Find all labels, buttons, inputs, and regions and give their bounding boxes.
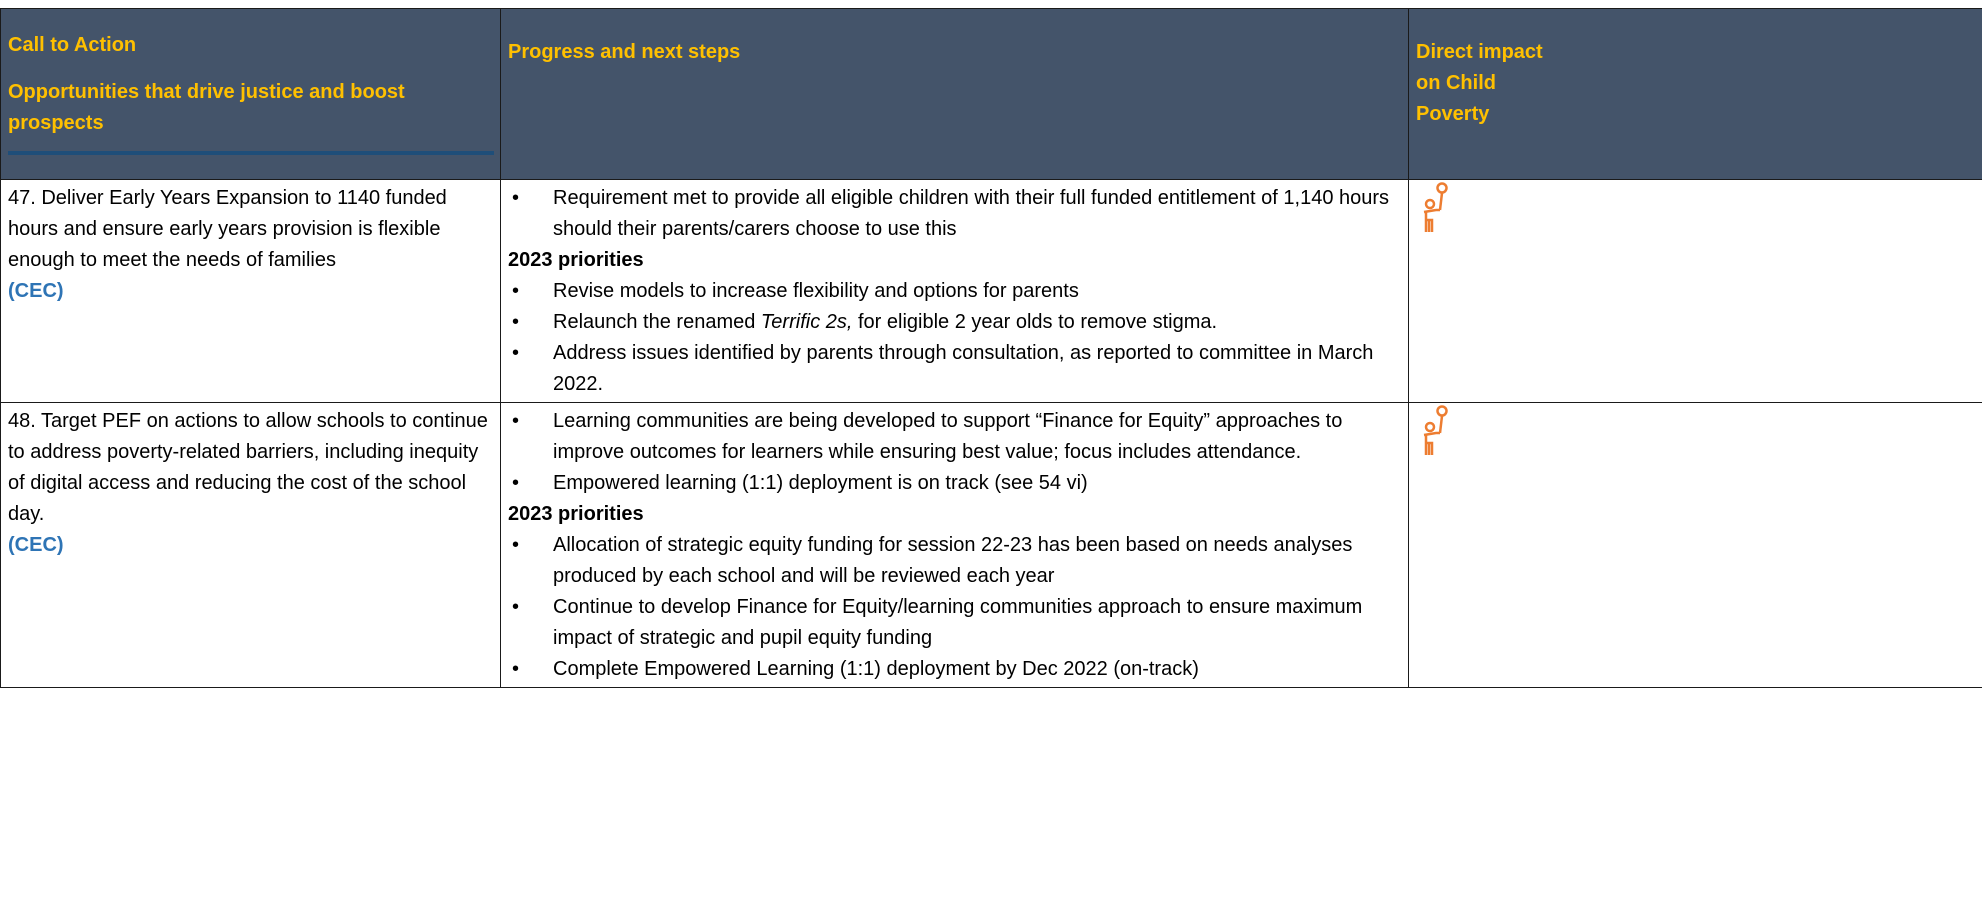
action-text: 47. Deliver Early Years Expansion to 114… (8, 187, 447, 271)
progress-cell: Requirement met to provide all eligible … (500, 179, 1409, 403)
header-title: Progress and next steps (508, 41, 741, 63)
bullet-item: Address issues identified by parents thr… (508, 338, 1401, 400)
bullet-item: Continue to develop Finance for Equity/l… (508, 592, 1401, 654)
action-table: Call to Action Opportunities that drive … (0, 8, 1982, 688)
priorities-heading: 2023 priorities (508, 249, 644, 271)
header-row: Call to Action Opportunities that drive … (0, 8, 1982, 180)
action-cell: 48. Target PEF on actions to allow schoo… (0, 402, 501, 688)
bullet-item: Allocation of strategic equity funding f… (508, 530, 1401, 592)
header-cell: Direct impact on Child Poverty (1408, 8, 1982, 180)
organisation: (CEC) (8, 534, 64, 556)
text: Relaunch the renamed (553, 311, 761, 333)
progress-cell: Learning communities are being developed… (500, 402, 1409, 688)
priorities-heading: 2023 priorities (508, 503, 644, 525)
impact-cell (1408, 402, 1982, 688)
bullet-item: Revise models to increase flexibility an… (508, 276, 1401, 307)
header-cell: Progress and next steps (500, 8, 1409, 180)
impact-cell (1408, 179, 1982, 403)
text: for eligible 2 year olds to remove stigm… (852, 311, 1218, 333)
child-icon (1423, 182, 1448, 232)
table-row: 47. Deliver Early Years Expansion to 114… (0, 179, 1982, 403)
bullet-item: Requirement met to provide all eligible … (508, 183, 1401, 245)
bullet-item: Relaunch the renamed Terrific 2s, for el… (508, 307, 1401, 338)
bullet-item: Complete Empowered Learning (1:1) deploy… (508, 654, 1401, 685)
header-title: Call to Action (8, 34, 137, 56)
header-cell: Call to Action Opportunities that drive … (0, 8, 501, 180)
bullet-item: Empowered learning (1:1) deployment is o… (508, 468, 1401, 499)
table-row: 48. Target PEF on actions to allow schoo… (0, 402, 1982, 688)
child-icon (1423, 405, 1448, 455)
action-text: 48. Target PEF on actions to allow schoo… (8, 410, 488, 525)
header-subtitle: Opportunities that drive justice and boo… (8, 77, 494, 155)
action-cell: 47. Deliver Early Years Expansion to 114… (0, 179, 501, 403)
header-title: Direct impact on Child Poverty (1416, 41, 1543, 125)
organisation: (CEC) (8, 280, 64, 302)
italic-text: Terrific 2s, (760, 311, 853, 333)
bullet-item: Learning communities are being developed… (508, 406, 1401, 468)
